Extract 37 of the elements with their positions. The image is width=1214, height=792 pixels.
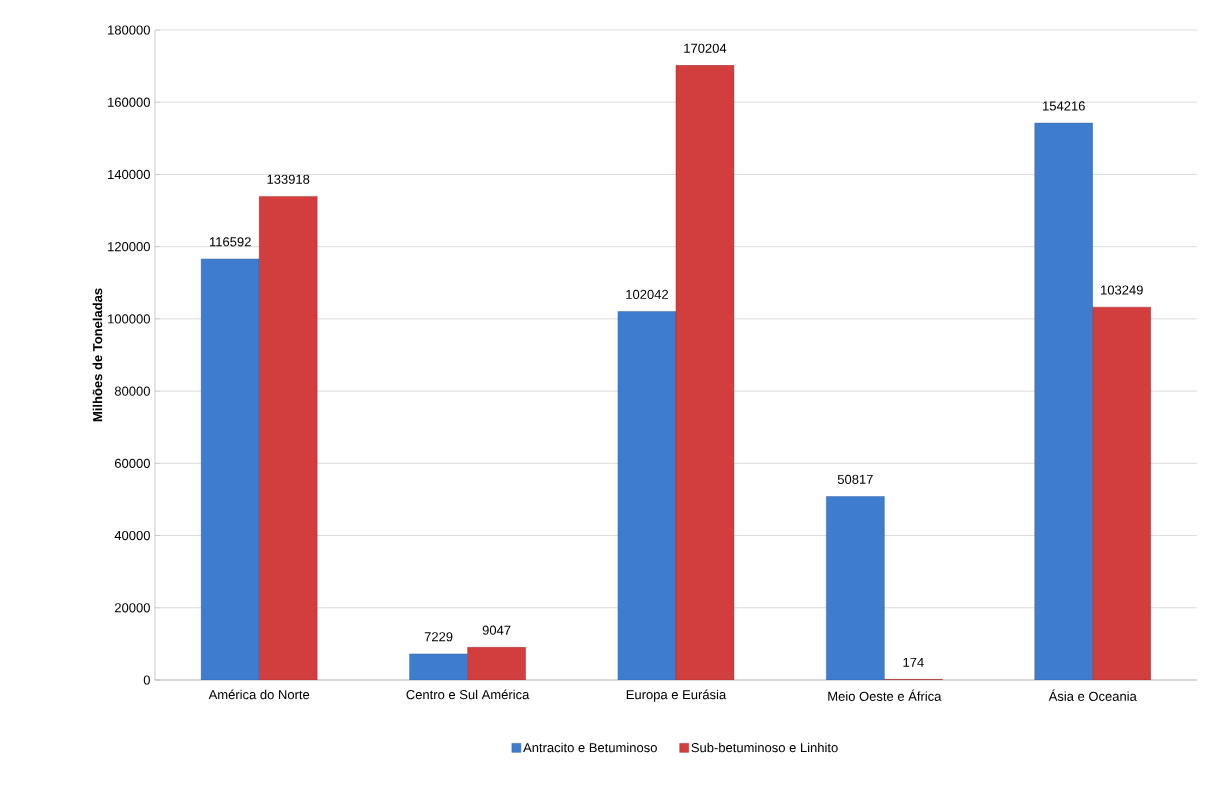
bar (1034, 122, 1093, 680)
y-tick-label: 80000 (114, 386, 150, 396)
bar (259, 196, 318, 680)
data-label: 7229 (424, 632, 453, 642)
bar (409, 653, 468, 680)
x-tick-label: Centro e Sul América (406, 689, 530, 700)
x-tick-label: Ásia e Oceania (1048, 689, 1137, 701)
x-tick-label: Meio Oeste e África (828, 689, 942, 701)
y-tick-label: 120000 (108, 242, 150, 252)
bar (675, 65, 735, 680)
data-label: 103249 (1101, 285, 1143, 295)
legend-label: Sub-betuminoso e Linhito (691, 742, 838, 753)
data-label: 9047 (482, 625, 511, 635)
x-tick-label: América do Norte (208, 689, 310, 700)
data-label: 116592 (209, 237, 251, 247)
legend-label: Antracito e Betuminoso (523, 742, 657, 753)
bar (467, 647, 526, 680)
y-tick-label: 40000 (114, 530, 150, 541)
y-tick-label: 160000 (108, 97, 150, 107)
y-tick-label: 140000 (108, 169, 150, 180)
data-label: 170204 (684, 43, 727, 53)
bar (1092, 306, 1151, 680)
y-tick-label: 60000 (114, 458, 150, 468)
y-tick-label: 0 (143, 675, 150, 685)
data-label: 102042 (626, 289, 668, 299)
data-label: 174 (903, 657, 924, 667)
y-tick-label: 100000 (108, 314, 150, 324)
bar (617, 311, 677, 680)
bar (826, 496, 885, 680)
data-label: 50817 (837, 474, 873, 484)
data-label: 133918 (267, 174, 310, 184)
data-label: 154216 (1043, 101, 1085, 111)
y-tick-label: 20000 (114, 603, 150, 613)
y-tick-label: 180000 (108, 25, 150, 35)
x-tick-label: Europa e Eurásia (626, 689, 727, 702)
y-axis-title: Milhões de Toneladas (92, 288, 103, 422)
bar (201, 258, 260, 680)
